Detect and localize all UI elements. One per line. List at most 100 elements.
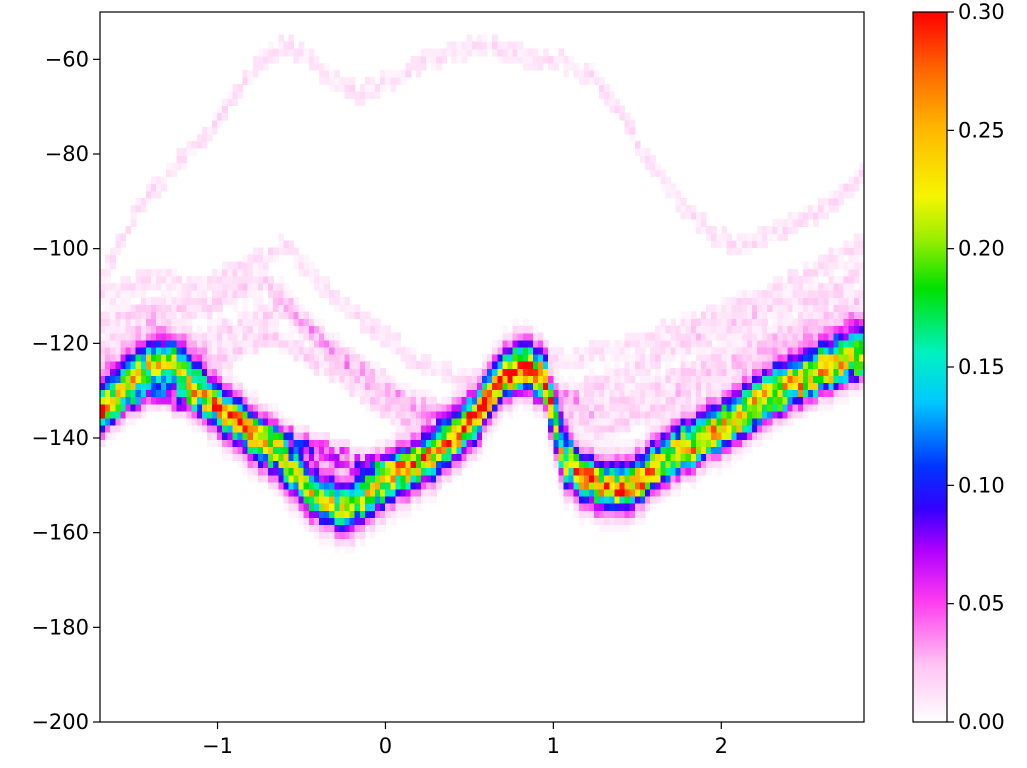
heatmap-cell <box>706 332 712 341</box>
heatmap-cell <box>324 290 330 298</box>
heatmap-cell <box>171 403 177 412</box>
heatmap-cell <box>599 474 605 483</box>
heatmap-cell <box>777 375 784 383</box>
heatmap-cell <box>807 290 814 298</box>
heatmap-cell <box>334 495 340 504</box>
heatmap-cell <box>283 474 290 483</box>
heatmap-cell <box>757 368 763 376</box>
heatmap-cell <box>746 410 753 419</box>
heatmap-cell <box>695 368 702 376</box>
heatmap-cell <box>563 503 570 511</box>
heatmap-cell <box>120 325 127 334</box>
heatmap-cell <box>293 503 300 511</box>
heatmap-cell <box>838 290 845 298</box>
heatmap-cell <box>364 84 371 92</box>
heatmap-cell <box>171 318 177 327</box>
heatmap-cell <box>639 503 646 511</box>
heatmap-cell <box>578 503 585 511</box>
heatmap-cell <box>706 311 712 320</box>
heatmap-cell <box>262 254 269 263</box>
heatmap-cell <box>497 41 503 50</box>
heatmap-cell <box>695 432 702 440</box>
heatmap-cell <box>548 361 554 369</box>
heatmap-cell <box>395 382 402 391</box>
heatmap-cell <box>690 410 697 419</box>
heatmap-cell <box>568 432 575 440</box>
heatmap-cell <box>395 474 402 483</box>
heatmap-cell <box>150 339 157 348</box>
heatmap-cell <box>380 524 386 533</box>
heatmap-cell <box>532 55 539 64</box>
heatmap-cell <box>461 368 468 376</box>
colorbar-tick-label: 0.05 <box>958 592 1005 616</box>
heatmap-cell <box>273 318 279 327</box>
heatmap-cell <box>364 389 371 398</box>
heatmap-cell <box>395 417 402 426</box>
heatmap-cell <box>848 332 855 341</box>
heatmap-cell <box>619 389 626 398</box>
heatmap-cell <box>110 410 116 419</box>
heatmap-cell <box>466 439 473 447</box>
heatmap-cell <box>140 375 147 383</box>
heatmap-cell <box>125 275 132 284</box>
heatmap-cell <box>594 432 600 440</box>
heatmap-cell <box>848 282 855 291</box>
heatmap-cell <box>823 282 829 291</box>
heatmap-cell <box>599 424 605 433</box>
heatmap-cell <box>242 325 249 334</box>
heatmap-cell <box>701 325 707 334</box>
heatmap-cell <box>711 403 717 412</box>
heatmap-cell <box>772 325 779 334</box>
heatmap-cell <box>130 282 137 291</box>
heatmap-cell <box>685 318 692 327</box>
heatmap-cell <box>838 346 845 355</box>
heatmap-cell <box>802 410 809 419</box>
heatmap-cell <box>120 275 127 284</box>
heatmap-cell <box>436 460 442 469</box>
heatmap-cell <box>741 346 748 355</box>
heatmap-cell <box>466 460 473 469</box>
heatmap-cell <box>186 346 193 355</box>
heatmap-cell <box>400 510 407 518</box>
heatmap-cell <box>507 396 514 405</box>
heatmap-cell <box>802 353 809 362</box>
heatmap-cell <box>329 481 335 490</box>
heatmap-cell <box>670 183 677 192</box>
heatmap-cell <box>818 346 824 355</box>
heatmap-cell <box>792 325 799 334</box>
heatmap-cell <box>359 382 366 391</box>
heatmap-cell <box>436 361 442 369</box>
heatmap-cell <box>629 382 636 391</box>
heatmap-cell <box>385 453 391 462</box>
heatmap-cell <box>757 304 763 312</box>
heatmap-cell <box>242 396 249 405</box>
heatmap-cell <box>594 339 600 348</box>
heatmap-cell <box>772 410 779 419</box>
heatmap-cell <box>736 382 743 391</box>
heatmap-cell <box>741 432 748 440</box>
heatmap-cell <box>680 325 687 334</box>
heatmap-cell <box>359 495 366 504</box>
heatmap-cell <box>818 396 824 405</box>
heatmap-cell <box>522 389 529 398</box>
heatmap-cell <box>257 290 264 298</box>
heatmap-cell <box>303 460 310 469</box>
heatmap-cell <box>461 382 468 391</box>
heatmap-cell <box>349 474 356 483</box>
heatmap-cell <box>487 432 493 440</box>
heatmap-cell <box>222 346 228 355</box>
heatmap-cell <box>782 368 789 376</box>
heatmap-cell <box>818 261 824 270</box>
heatmap-cell <box>283 460 290 469</box>
heatmap-cell <box>782 297 789 305</box>
heatmap-cell <box>797 403 804 412</box>
heatmap-cell <box>466 48 473 57</box>
heatmap-cell <box>650 424 656 433</box>
heatmap-cell <box>502 339 509 348</box>
heatmap-cell <box>792 339 799 348</box>
heatmap-cell <box>140 339 147 348</box>
heatmap-cell <box>385 77 391 85</box>
heatmap-cell <box>206 311 213 320</box>
heatmap-cell <box>344 545 351 554</box>
heatmap-cell <box>741 325 748 334</box>
